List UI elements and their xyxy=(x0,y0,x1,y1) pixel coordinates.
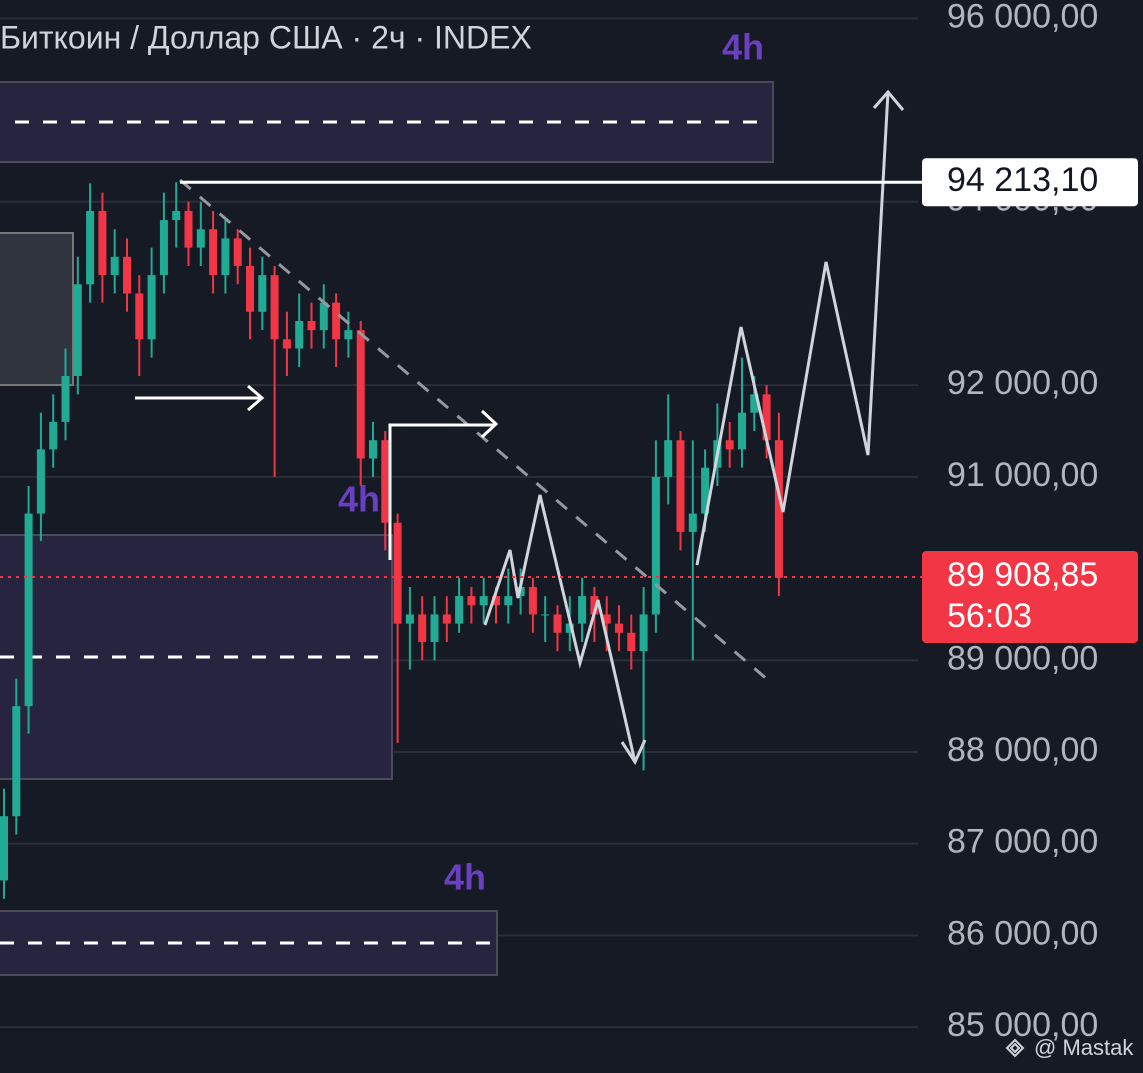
candle-body xyxy=(701,467,710,514)
candle-body xyxy=(209,229,218,276)
candle-body xyxy=(159,220,168,276)
arrowhead xyxy=(872,89,905,111)
candle-body xyxy=(356,330,365,459)
candle-body xyxy=(49,421,58,450)
annotation: 4h xyxy=(722,27,764,68)
candle-body xyxy=(479,596,488,606)
candle-body xyxy=(73,284,82,377)
candle-body xyxy=(282,339,291,349)
candle-body xyxy=(332,302,341,340)
candle-body xyxy=(442,614,451,624)
candle-body xyxy=(36,449,45,514)
y-tick-label: 87 000,00 xyxy=(947,823,1098,861)
candle-body xyxy=(123,256,131,294)
candle-body xyxy=(24,513,33,707)
candle-body xyxy=(147,275,156,340)
arrowhead xyxy=(620,739,647,766)
candle-body xyxy=(602,614,611,624)
candle-body xyxy=(110,256,119,276)
y-tick-label: 89 000,00 xyxy=(947,639,1098,677)
candle-body xyxy=(184,210,193,248)
candle-body xyxy=(221,238,230,276)
y-tick-label: 85 000,00 xyxy=(947,1006,1098,1044)
projection xyxy=(483,89,905,766)
candle-body xyxy=(270,275,279,340)
candle-body xyxy=(762,394,771,441)
candle-body xyxy=(750,394,759,413)
candle-body xyxy=(381,440,390,523)
watermark-icon xyxy=(1005,1038,1025,1058)
candle-body xyxy=(651,476,660,615)
y-tick-label: 91 000,00 xyxy=(947,456,1098,494)
candle-body xyxy=(455,596,464,624)
candle-body xyxy=(553,614,562,633)
arrow xyxy=(135,384,265,412)
chart-title: Биткоин / Доллар США · 2ч · INDEX xyxy=(0,19,532,55)
candle-body xyxy=(541,614,550,616)
candle-body xyxy=(639,614,648,652)
candle-body xyxy=(86,210,95,285)
y-tick-label: 88 000,00 xyxy=(947,731,1098,769)
candle-body xyxy=(319,302,328,331)
last-price-box xyxy=(922,550,1138,643)
candle-body xyxy=(344,330,353,340)
candle-body xyxy=(418,614,427,642)
arrow xyxy=(388,409,499,560)
candles xyxy=(0,182,783,899)
candle-body xyxy=(504,596,513,606)
candle-body xyxy=(369,440,377,459)
candle-body xyxy=(528,586,537,615)
y-tick-label: 92 000,00 xyxy=(947,364,1098,402)
candle-body xyxy=(98,210,107,276)
candle-body xyxy=(615,623,623,633)
candle-body xyxy=(196,229,205,248)
candle-body xyxy=(676,440,685,532)
candle-body xyxy=(0,816,8,881)
candle-body xyxy=(307,320,316,331)
candle-body xyxy=(246,265,254,312)
candle-body xyxy=(738,412,746,450)
annotation: 4h xyxy=(338,479,380,520)
path xyxy=(695,91,890,566)
level-label: 94 213,10 xyxy=(947,161,1098,199)
candle-body xyxy=(61,376,70,422)
candle-body xyxy=(590,596,599,615)
y-tick-label: 86 000,00 xyxy=(947,914,1098,952)
candle-body xyxy=(430,614,439,642)
candle-body xyxy=(725,440,734,450)
candle-body xyxy=(627,632,636,652)
candle-body xyxy=(258,275,267,312)
candle-body xyxy=(688,513,697,532)
candle-body xyxy=(393,522,402,624)
annotation: 4h xyxy=(444,857,486,898)
path xyxy=(483,494,637,763)
candle-body xyxy=(565,623,574,633)
candle-body xyxy=(578,596,587,624)
countdown: 56:03 xyxy=(947,597,1032,635)
candle-body xyxy=(774,440,783,578)
arrows xyxy=(135,384,499,560)
y-tick-label: 96 000,00 xyxy=(947,0,1098,35)
candle-body xyxy=(664,440,673,477)
candle-body xyxy=(405,614,414,624)
candle-body xyxy=(233,238,242,266)
watermark: @ Mastak xyxy=(1034,1035,1134,1060)
candle-body xyxy=(172,210,181,221)
candle-body xyxy=(295,320,304,349)
candle-body xyxy=(135,293,144,340)
candle-body xyxy=(12,706,21,817)
level-label-box xyxy=(922,158,1138,207)
last-price-label: 89 908,85 xyxy=(947,556,1098,594)
candle-body xyxy=(492,596,500,606)
zone-box xyxy=(0,232,74,386)
candle-body xyxy=(467,596,476,606)
zone xyxy=(0,910,498,976)
